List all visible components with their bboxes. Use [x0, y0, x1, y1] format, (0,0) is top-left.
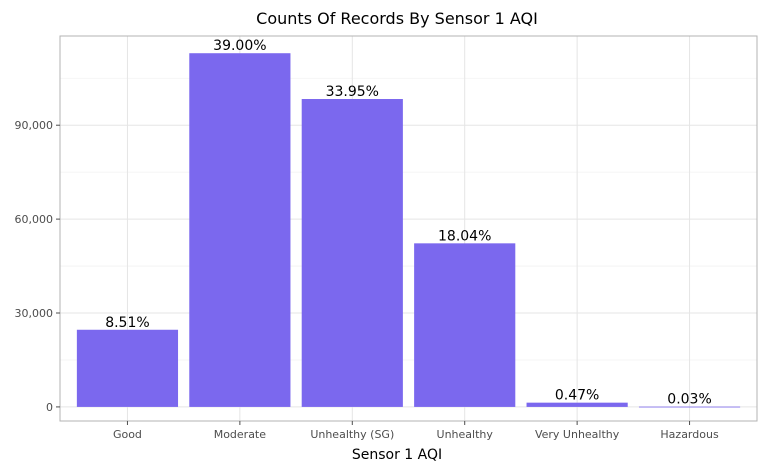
x-tick-label: Hazardous	[660, 428, 719, 441]
bar-data-label: 39.00%	[213, 38, 266, 54]
y-tick-label: 30,000	[15, 307, 54, 320]
x-tick-label: Moderate	[214, 428, 267, 441]
x-tick-label: Unhealthy (SG)	[310, 428, 394, 441]
bar-hazardous	[638, 406, 741, 408]
y-tick-label: 60,000	[15, 213, 54, 226]
bar-data-label: 18.04%	[438, 228, 491, 244]
x-axis-title: Sensor 1 AQI	[352, 447, 442, 463]
y-tick-label: 90,000	[15, 119, 54, 132]
chart-title: Counts Of Records By Sensor 1 AQI	[256, 9, 538, 28]
bar-data-label: 0.03%	[667, 392, 711, 408]
x-tick-label: Very Unhealthy	[535, 428, 620, 441]
y-axis: 0 30,000 60,000 90,000	[15, 119, 60, 414]
bar-data-label: 33.95%	[326, 84, 379, 100]
bar-data-label: 0.47%	[555, 388, 599, 404]
bar-good	[76, 329, 179, 407]
x-tick-label: Unhealthy	[437, 428, 494, 441]
bar-data-labels: 8.51% 39.00% 33.95% 18.04% 0.47% 0.03%	[105, 38, 712, 407]
plot-panel-border	[59, 35, 758, 422]
bar-unhealthy	[414, 243, 516, 407]
y-tick-label: 0	[46, 401, 53, 414]
bar-very-unhealthy	[526, 402, 628, 407]
bar-moderate	[189, 53, 291, 407]
bar-unhealthy-sg	[301, 99, 403, 407]
x-tick-label: Good	[113, 428, 142, 441]
x-axis: Good Moderate Unhealthy (SG) Unhealthy Very …	[113, 421, 719, 441]
bars	[76, 53, 741, 408]
bar-data-label: 8.51%	[105, 315, 149, 331]
